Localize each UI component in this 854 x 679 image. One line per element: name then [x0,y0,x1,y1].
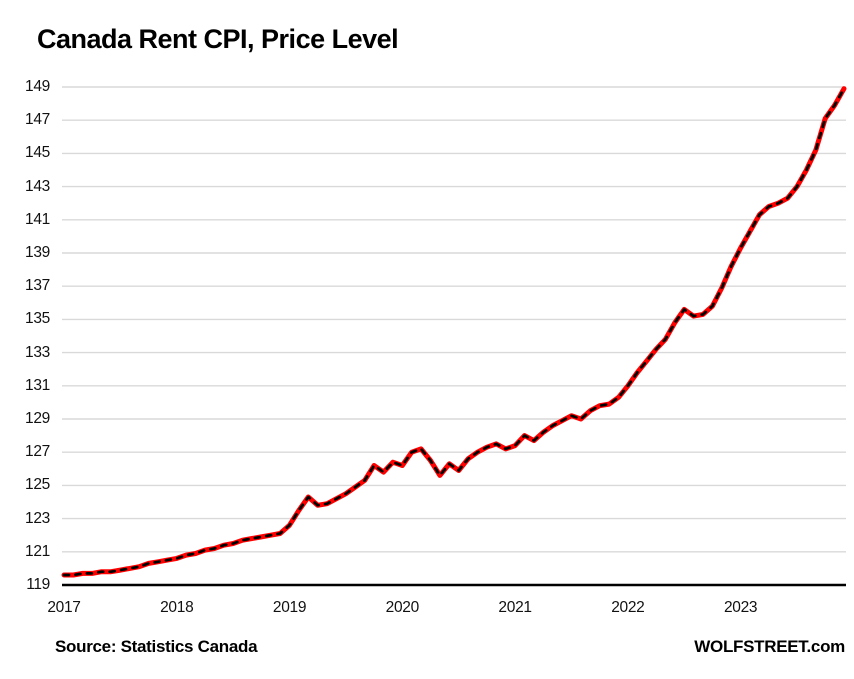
y-axis-label: 139 [25,244,50,261]
y-axis-label: 119 [26,576,50,593]
y-axis-label: 121 [25,542,50,560]
y-axis-label: 137 [25,277,50,295]
x-axis-label: 2020 [385,599,420,616]
y-axis-label: 131 [25,376,50,394]
y-axis-label: 141 [25,210,50,228]
y-axis-label: 133 [25,343,50,361]
y-axis-label: 127 [25,443,50,461]
y-axis-label: 123 [25,509,50,527]
brand-text: WOLFSTREET.com [694,637,845,656]
x-axis-label: 2017 [47,599,81,616]
y-axis-label: 135 [25,310,50,328]
x-axis-label: 2022 [611,599,645,616]
y-axis-label: 125 [25,476,50,494]
chart-title: Canada Rent CPI, Price Level [37,24,399,54]
x-axis-label: 2023 [723,599,758,616]
y-axis-label: 129 [25,410,50,427]
rent-cpi-line-dash-overlay [62,87,846,577]
y-axis-label: 149 [25,78,50,95]
x-axis-label: 2019 [272,599,307,616]
x-axis-label: 2018 [160,599,194,616]
y-axis-label: 143 [25,177,50,195]
rent-cpi-line [61,86,847,578]
x-axis-label: 2021 [498,599,532,616]
y-axis-label: 145 [25,144,50,162]
source-note: Source: Statistics Canada [55,637,258,656]
y-axis-label: 147 [25,111,50,129]
